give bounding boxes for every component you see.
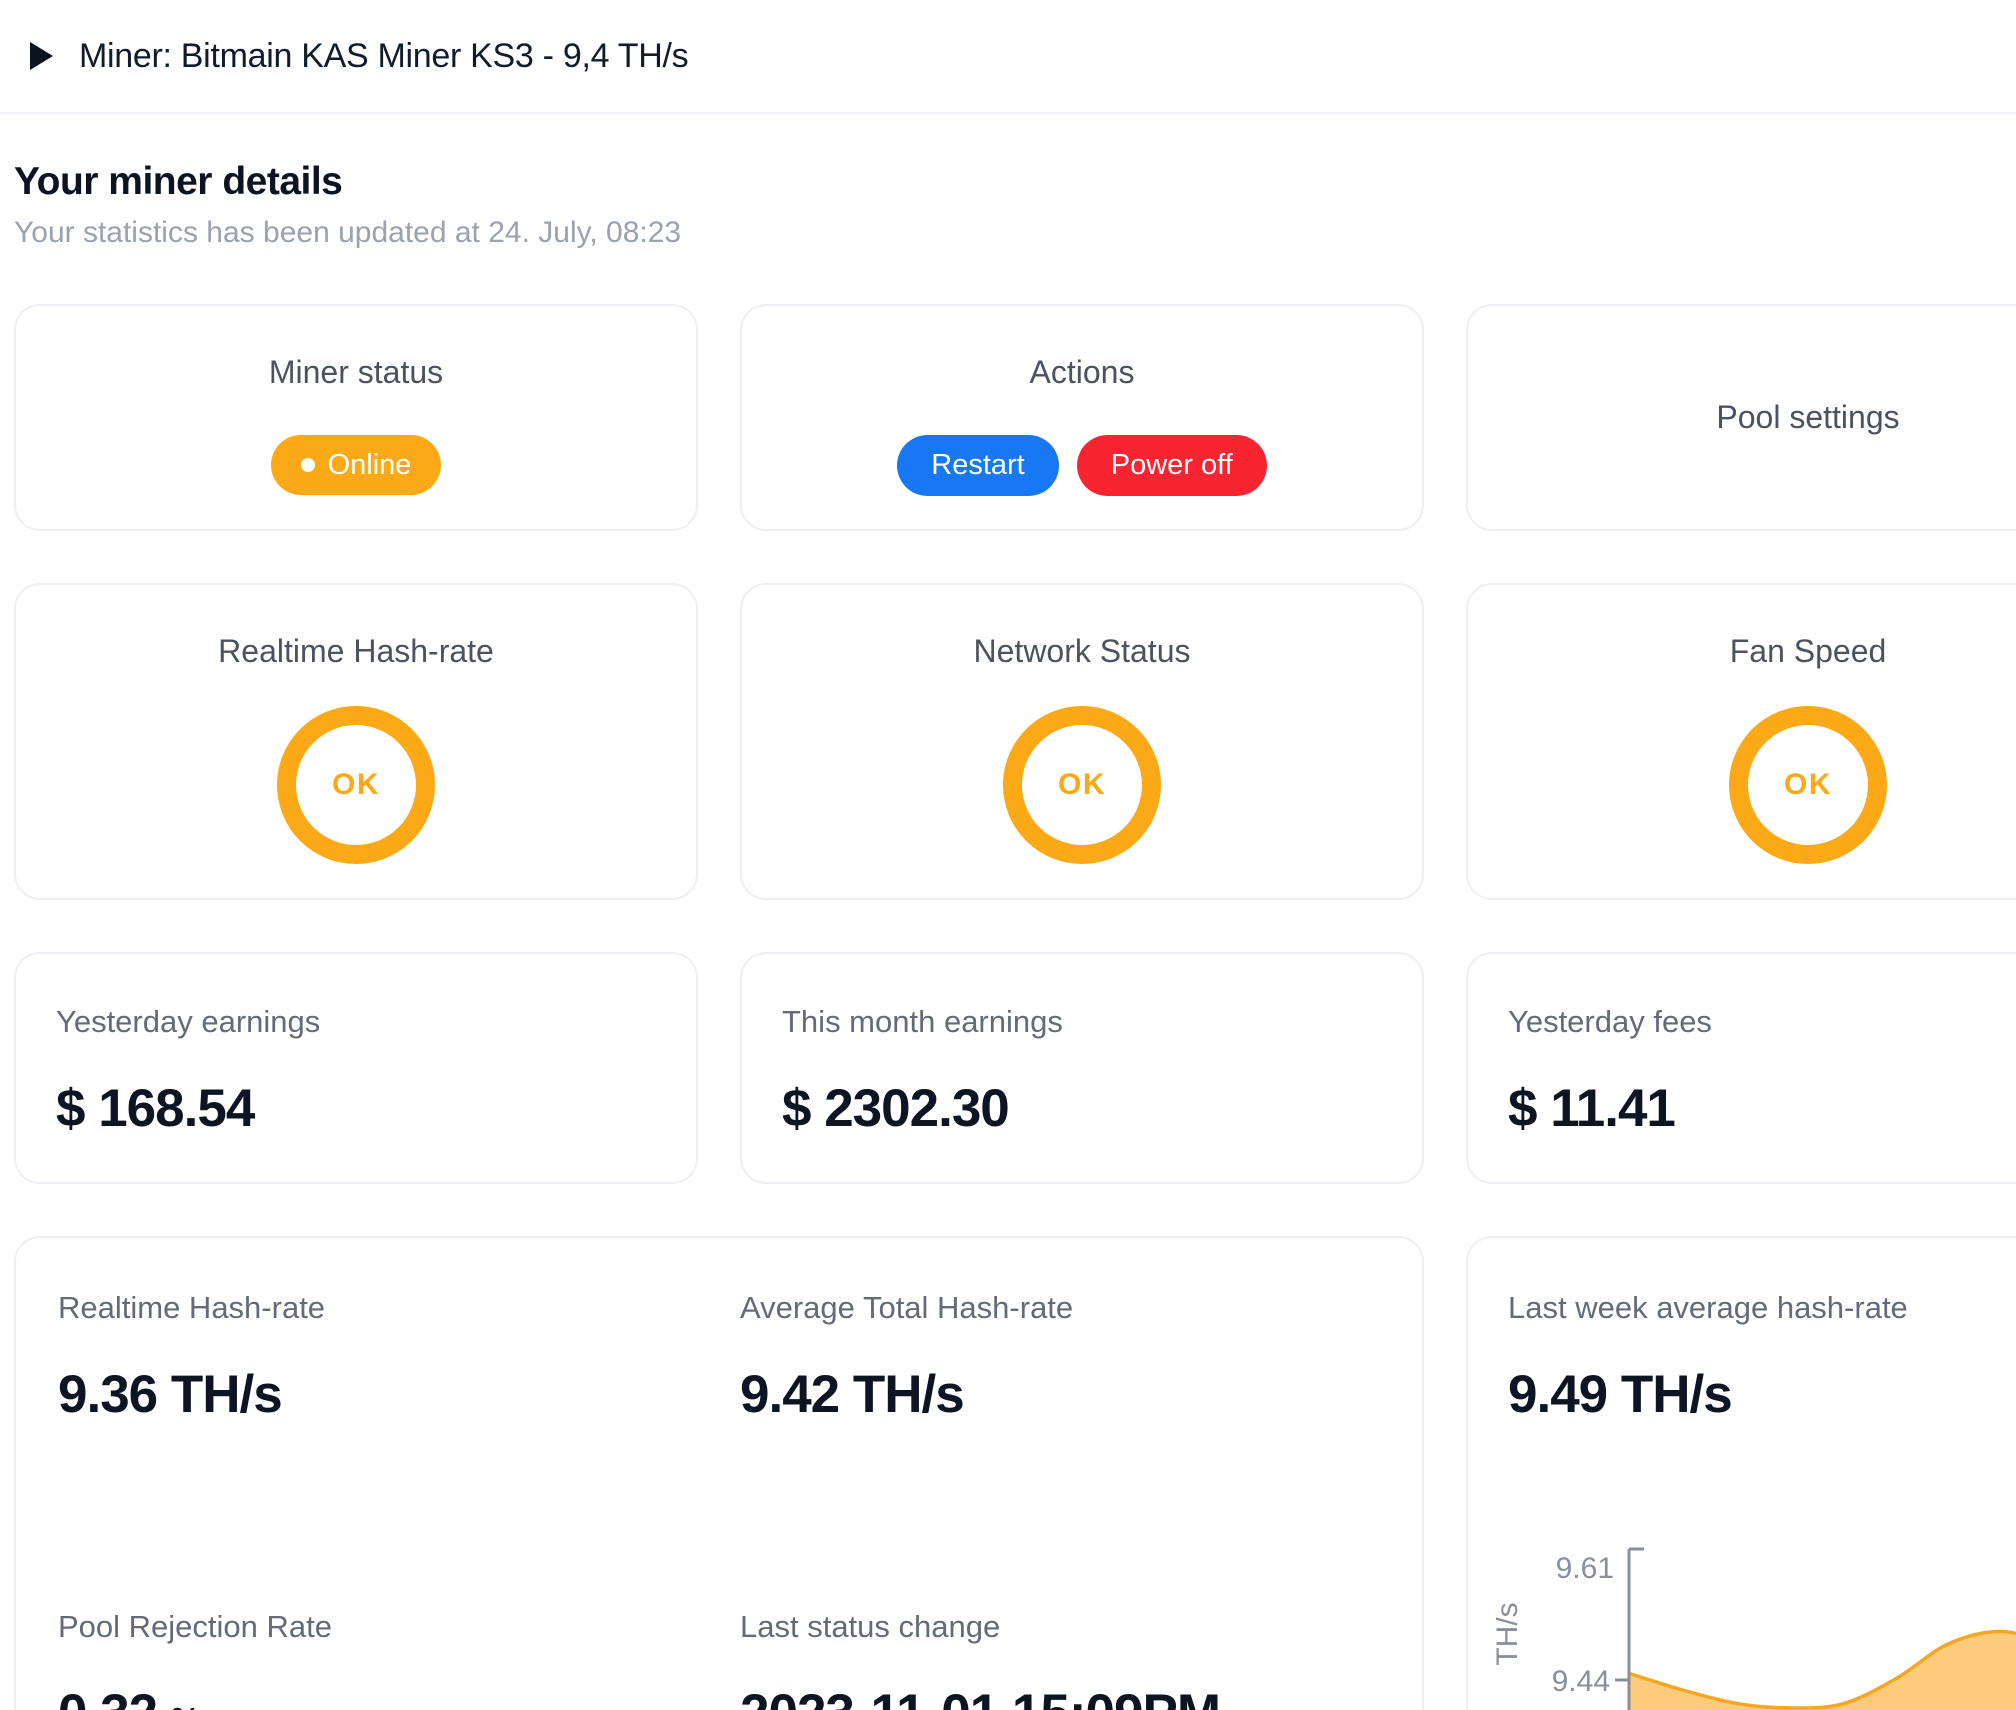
- last-status-change-label: Last status change: [740, 1609, 1001, 1644]
- pool-settings-card[interactable]: Pool settings: [1466, 304, 2016, 531]
- yesterday-earnings-card: Yesterday earnings $ 168.54: [14, 952, 698, 1184]
- realtime-hashrate-value: 9.36 TH/s: [58, 1365, 283, 1424]
- y-axis-title: TH/s: [1496, 1602, 1524, 1665]
- month-earnings-label: This month earnings: [782, 1004, 1063, 1039]
- network-status-ok-label: OK: [1058, 768, 1106, 801]
- yesterday-fees-label: Yesterday fees: [1508, 1004, 1712, 1039]
- fan-speed-title: Fan Speed: [1729, 633, 1887, 669]
- fan-speed-ok-label: OK: [1784, 768, 1832, 801]
- realtime-hashrate-stat: Realtime Hash-rate 9.36 TH/s: [58, 1290, 740, 1535]
- realtime-hashrate-status-card: Realtime Hash-rate OK: [14, 583, 698, 900]
- online-dot-icon: [300, 458, 315, 472]
- rejection-rate-number: 0.32: [58, 1684, 158, 1710]
- miner-details-section: Your miner details Your statistics has b…: [0, 160, 2016, 1710]
- chart-line: [1628, 1629, 2016, 1710]
- expand-play-icon[interactable]: [30, 42, 53, 70]
- realtime-hashrate-status-title: Realtime Hash-rate: [218, 633, 494, 669]
- page-title: Your miner details: [14, 160, 343, 203]
- yesterday-fees-value: $ 11.41: [1508, 1079, 1676, 1138]
- y-tick-label-961: 9.61: [1556, 1552, 1614, 1585]
- last-status-change-value: 2023-11-01 15:09PM: [740, 1683, 1422, 1710]
- month-earnings-card: This month earnings $ 2302.30: [740, 952, 1424, 1184]
- last-week-hashrate-card: Last week average hash-rate 9.49 TH/s 9.…: [1466, 1236, 2016, 1710]
- fan-speed-card: Fan Speed OK: [1466, 583, 2016, 900]
- yesterday-fees-card: Yesterday fees $ 11.41: [1466, 952, 2016, 1184]
- pool-settings-title: Pool settings: [1716, 399, 1900, 435]
- restart-button[interactable]: Restart: [897, 435, 1059, 496]
- hashrate-chart-svg: 9.61 9.44 TH/s: [1491, 1547, 2016, 1710]
- network-status-ok-ring: OK: [1003, 706, 1161, 864]
- last-week-hashrate-value: 9.49 TH/s: [1508, 1365, 1733, 1424]
- last-status-change-stat: Last status change 2023-11-01 15:09PM: [740, 1609, 1422, 1710]
- yesterday-earnings-label: Yesterday earnings: [56, 1004, 321, 1039]
- average-hashrate-stat: Average Total Hash-rate 9.42 TH/s: [740, 1290, 1422, 1535]
- actions-button-row: Restart Power off: [897, 435, 1267, 496]
- realtime-hashrate-label: Realtime Hash-rate: [58, 1290, 326, 1325]
- chart-area-fill: [1629, 1631, 2016, 1710]
- actions-card: Actions Restart Power off: [740, 304, 1424, 531]
- miner-status-title: Miner status: [268, 354, 444, 390]
- average-hashrate-label: Average Total Hash-rate: [740, 1290, 1074, 1325]
- hashrate-chart: 9.61 9.44 TH/s: [1491, 1534, 2016, 1710]
- realtime-hashrate-ok-ring: OK: [277, 706, 435, 864]
- average-hashrate-value: 9.42 TH/s: [740, 1365, 965, 1424]
- network-status-title: Network Status: [973, 633, 1191, 669]
- y-tick-label-944: 9.44: [1552, 1665, 1610, 1698]
- miner-header: Miner: Bitmain KAS Miner KS3 - 9,4 TH/s: [0, 0, 2016, 114]
- power-off-button[interactable]: Power off: [1076, 435, 1267, 496]
- rejection-rate-label: Pool Rejection Rate: [58, 1609, 332, 1644]
- rejection-rate-unit: %: [171, 1701, 200, 1710]
- rejection-rate-value: 0.32 %: [58, 1683, 740, 1710]
- month-earnings-value: $ 2302.30: [782, 1079, 1010, 1138]
- yesterday-earnings-value: $ 168.54: [56, 1079, 255, 1138]
- miner-status-card: Miner status Online: [14, 304, 698, 531]
- online-status-badge: Online: [270, 435, 442, 495]
- network-status-card: Network Status OK: [740, 583, 1424, 900]
- hashrate-stats-card: Realtime Hash-rate 9.36 TH/s Average Tot…: [14, 1236, 1424, 1710]
- realtime-hashrate-ok-label: OK: [332, 768, 380, 801]
- cards-grid: Miner status Online Actions Restart Powe…: [14, 304, 2016, 1710]
- rejection-rate-stat: Pool Rejection Rate 0.32 %: [58, 1609, 740, 1710]
- actions-title: Actions: [1029, 354, 1135, 390]
- miner-header-title: Miner: Bitmain KAS Miner KS3 - 9,4 TH/s: [79, 36, 689, 75]
- last-week-hashrate-label: Last week average hash-rate: [1508, 1290, 1908, 1325]
- online-badge-label: Online: [327, 448, 412, 481]
- page-subtitle: Your statistics has been updated at 24. …: [14, 216, 682, 249]
- fan-speed-ok-ring: OK: [1729, 706, 1887, 864]
